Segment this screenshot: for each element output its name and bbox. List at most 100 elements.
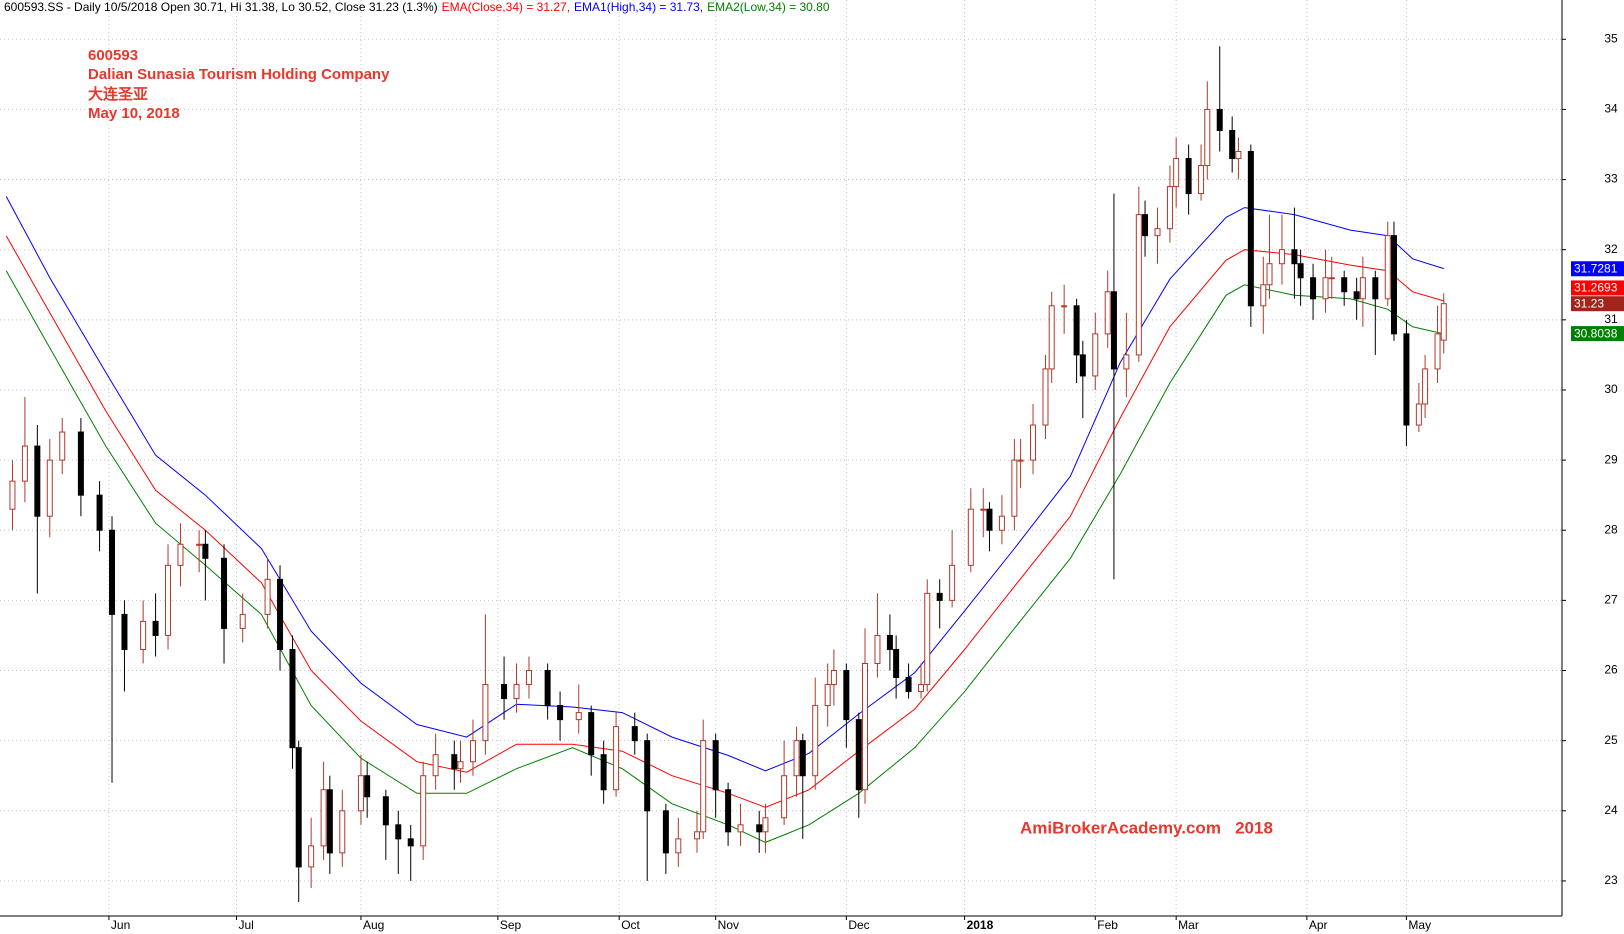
y-tick-label: 29 — [1604, 452, 1618, 466]
candle-body — [1291, 249, 1298, 265]
candle-body — [525, 670, 532, 686]
candle-body — [905, 677, 912, 693]
candle-body — [1048, 305, 1055, 370]
x-tick-label: Oct — [621, 918, 640, 932]
y-tick-label: 23 — [1604, 873, 1618, 887]
candle-body — [264, 578, 271, 615]
candle-body — [575, 712, 582, 721]
candle-body — [1359, 277, 1366, 300]
x-tick-label: Mar — [1178, 918, 1199, 932]
y-tick-label: 33 — [1604, 172, 1618, 186]
candle-body — [1204, 108, 1211, 167]
candle-body — [855, 719, 862, 791]
candle-body — [1154, 228, 1161, 237]
candle-body — [1042, 368, 1049, 426]
candle-body — [482, 684, 489, 742]
candle-body — [77, 431, 84, 496]
candle-body — [662, 810, 669, 854]
candle-body — [1017, 459, 1024, 462]
candle-body — [918, 684, 925, 693]
y-tick-label: 26 — [1604, 663, 1618, 677]
candle-body — [177, 543, 184, 566]
candle-body — [781, 775, 788, 819]
y-tick-label: 30 — [1604, 382, 1618, 396]
candle-body — [469, 740, 476, 763]
candle-body — [675, 838, 682, 854]
candle-body — [1079, 354, 1086, 377]
candle-body — [277, 578, 284, 650]
candle-body — [1235, 150, 1242, 160]
candle-body — [1297, 263, 1304, 279]
candle-body — [1092, 333, 1099, 377]
candle-body — [936, 592, 943, 601]
y-tick-label: 25 — [1604, 733, 1618, 747]
candle-body — [893, 648, 900, 679]
candle-body — [799, 740, 806, 777]
candle-body — [1166, 186, 1173, 230]
candle-body — [843, 670, 850, 721]
x-tick-label: May — [1408, 918, 1431, 932]
candle-body — [712, 740, 719, 791]
y-tick-label: 32 — [1604, 242, 1618, 256]
header-info: 600593.SS - Daily 10/5/2018 Open 30.71, … — [4, 0, 438, 14]
header: 600593.SS - Daily 10/5/2018 Open 30.71, … — [4, 0, 830, 14]
candle-body — [862, 663, 869, 791]
candle-body — [949, 564, 956, 601]
candle-body — [998, 515, 1005, 531]
candle-body — [1198, 165, 1205, 195]
price-tag-label: 31.7281 — [1574, 261, 1618, 275]
candle-body — [239, 613, 246, 629]
candle-body — [693, 831, 700, 840]
y-tick-label: 28 — [1604, 522, 1618, 536]
candle-body — [1073, 305, 1080, 356]
candle-body — [339, 810, 346, 854]
annotation: Dalian Sunasia Tourism Holding Company — [88, 66, 390, 83]
price-tag — [1571, 261, 1624, 277]
candle-body — [1247, 150, 1254, 307]
candle-body — [420, 775, 427, 847]
x-tick-label: Jun — [111, 918, 130, 932]
price-tag — [1571, 280, 1624, 296]
candle-body — [34, 445, 41, 517]
candle-body — [600, 754, 607, 791]
candle-body — [96, 494, 103, 531]
candle-body — [725, 789, 732, 833]
candle-body — [451, 754, 458, 770]
candle-body — [1104, 291, 1111, 335]
candle-body — [1353, 291, 1360, 300]
candle-body — [986, 508, 993, 531]
candle-body — [588, 712, 595, 756]
y-tick-label: 31 — [1604, 312, 1618, 326]
candle-body — [1422, 368, 1429, 405]
candle-body — [1310, 277, 1317, 300]
price-tag-label: 30.8038 — [1574, 326, 1618, 340]
candle-body — [1415, 403, 1422, 426]
candle-body — [631, 726, 638, 742]
x-tick-label: Aug — [363, 918, 384, 932]
price-tag-label: 31.23 — [1574, 296, 1604, 310]
candle-body — [140, 620, 147, 650]
legend-entry: EMA2(Low,34) = 30.80 — [707, 0, 830, 14]
annotation: 600593 — [88, 47, 138, 64]
candle-body — [824, 684, 831, 707]
candle-body — [109, 529, 116, 615]
candles — [9, 46, 1447, 902]
candle-body — [501, 684, 508, 700]
candle-body — [59, 431, 66, 461]
candle-body — [1403, 333, 1410, 426]
candle-body — [457, 761, 464, 770]
candle-body — [407, 838, 414, 847]
candle-body — [737, 824, 744, 833]
candle-body — [513, 684, 520, 700]
candle-body — [1372, 277, 1379, 300]
candle-body — [1384, 235, 1391, 300]
y-tick-label: 27 — [1604, 593, 1618, 607]
grid — [0, 0, 1562, 916]
candle-body — [289, 648, 296, 749]
candle-body — [1142, 214, 1149, 237]
candle-body — [924, 592, 931, 686]
candle-body — [320, 789, 327, 847]
